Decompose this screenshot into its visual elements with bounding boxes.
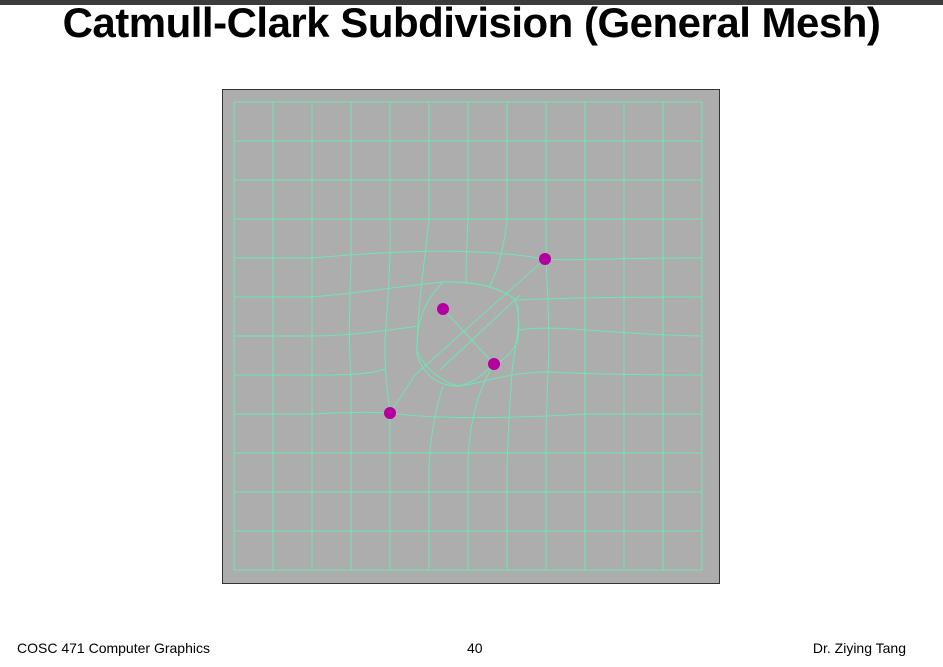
footer-page-number: 40 [467,640,483,656]
mesh-lines [233,101,703,571]
footer-course: COSC 471 Computer Graphics [17,640,210,656]
extraordinary-vertex-point [384,407,396,419]
slide-title: Catmull-Clark Subdivision (General Mesh) [62,0,881,46]
mesh-diagonal-line [439,294,521,371]
top-rule [0,0,943,5]
mesh-warped-horizontal [234,411,702,419]
mesh-warped-horizontal [234,368,703,387]
mesh-canvas [222,89,720,584]
mesh-warped-vertical [348,102,352,570]
mesh-diagonal-line [442,308,495,365]
mesh-warped-vertical [384,102,391,570]
extraordinary-vertex-point [437,303,449,315]
subdivision-mesh-figure [222,89,720,584]
mesh-warped-vertical [545,102,550,570]
extraordinary-vertex-point [488,358,500,370]
mesh-warped-vertical [489,102,519,570]
mesh-warped-horizontal [234,325,703,337]
mesh-diagonal-line [389,258,546,414]
extraordinary-vertex-point [539,253,551,265]
mesh-warped-vertical [465,102,495,570]
footer-author: Dr. Ziying Tang [812,640,906,656]
mesh-points [384,253,551,419]
mesh-warped-horizontal [234,250,703,261]
